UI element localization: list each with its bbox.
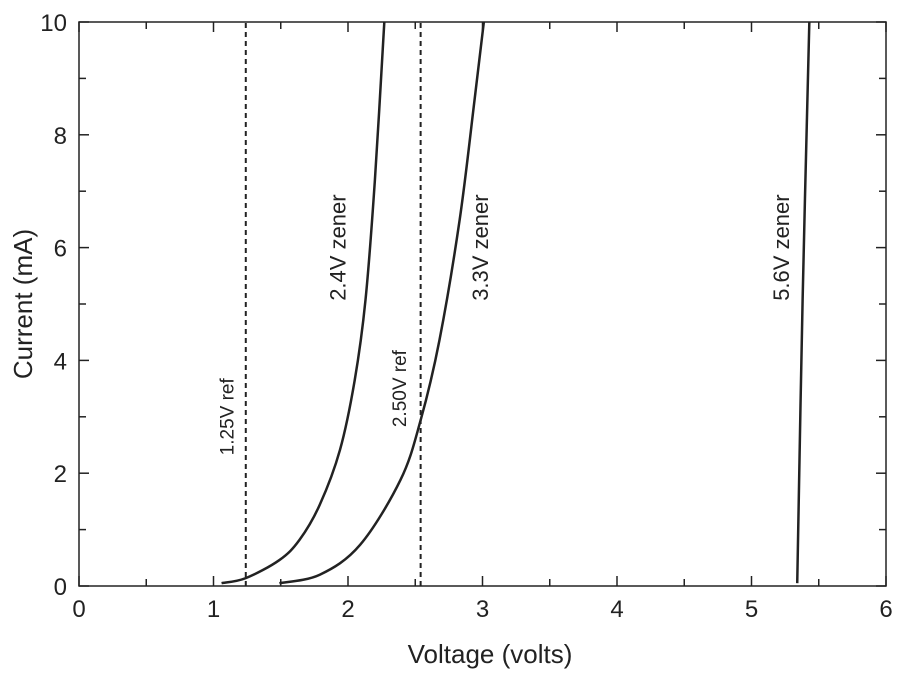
annotations-group: 2.4V zener 3.3V zener 5.6V zener 1.25V ref 2… <box>218 194 794 455</box>
x-tick-label: 3 <box>476 596 489 623</box>
annotation-label: 1.25V ref <box>218 378 239 456</box>
annotation-label: 2.50V ref <box>390 349 411 427</box>
y-axis-label: Current (mA) <box>8 229 38 379</box>
annotation-label: 3.3V zener <box>468 194 493 300</box>
y-tick-label: 10 <box>40 10 67 37</box>
series-3-3v-zener <box>279 21 486 585</box>
x-axis-label: Voltage (volts) <box>408 639 573 669</box>
annotation-label: 5.6V zener <box>769 194 794 300</box>
series-group <box>221 21 811 586</box>
y-tick-label: 6 <box>54 236 67 263</box>
y-tick-label: 4 <box>54 348 67 375</box>
series-5-6v-zener <box>795 21 811 584</box>
x-tick-label: 4 <box>610 596 623 623</box>
y-tick-label: 2 <box>54 461 67 488</box>
annotation-label: 2.4V zener <box>325 194 350 300</box>
plot-frame <box>78 21 887 587</box>
x-tick-label: 0 <box>72 596 85 623</box>
x-tick-label: 1 <box>207 596 220 623</box>
y-tick-label: 0 <box>54 574 67 601</box>
axis-ticks: 0 1 2 3 4 5 6 0 2 4 6 8 10 <box>40 10 892 623</box>
x-tick-label: 2 <box>341 596 354 623</box>
x-tick-label: 5 <box>745 596 758 623</box>
series-2-4v-zener <box>221 21 386 585</box>
x-tick-label: 6 <box>879 596 892 623</box>
y-tick-label: 8 <box>54 123 67 150</box>
